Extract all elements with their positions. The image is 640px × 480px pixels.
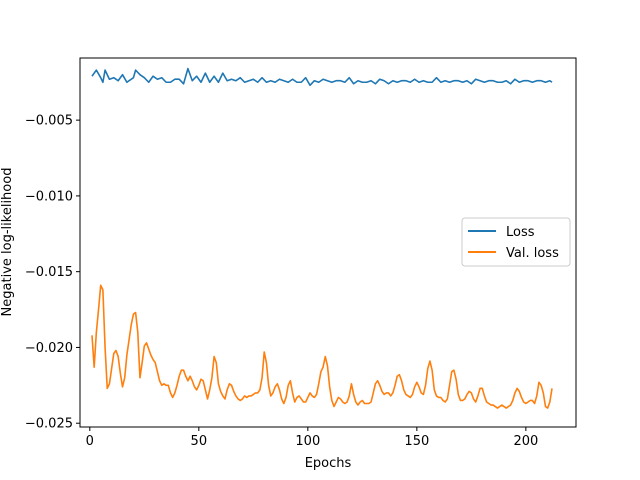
y-tick-label: −0.005 (25, 114, 73, 129)
x-tick-label: 0 (86, 434, 94, 449)
plot-frame (79, 57, 577, 428)
legend: Loss Val. loss (461, 217, 571, 267)
y-tick-label: −0.020 (25, 341, 73, 356)
series-line-0 (91, 67, 553, 87)
x-axis-ticks: 0 50 100 150 200 (86, 427, 538, 449)
x-tick-label: 150 (404, 434, 429, 449)
y-tick-label: −0.010 (25, 189, 73, 204)
y-tick-label: −0.025 (25, 417, 73, 432)
legend-label-0: Loss (506, 225, 535, 240)
y-axis-ticks: −0.025 −0.020 −0.015 −0.010 −0.005 (25, 114, 80, 432)
x-tick-label: 100 (295, 434, 320, 449)
x-tick-label: 50 (191, 434, 208, 449)
legend-label-1: Val. loss (506, 246, 559, 261)
series-line-1 (91, 284, 553, 409)
y-tick-label: −0.015 (25, 265, 73, 280)
series-lines (91, 67, 553, 409)
x-tick-label: 200 (513, 434, 538, 449)
y-axis-label: Negative log-likelihood (0, 168, 15, 317)
x-axis-label: Epochs (305, 456, 352, 471)
